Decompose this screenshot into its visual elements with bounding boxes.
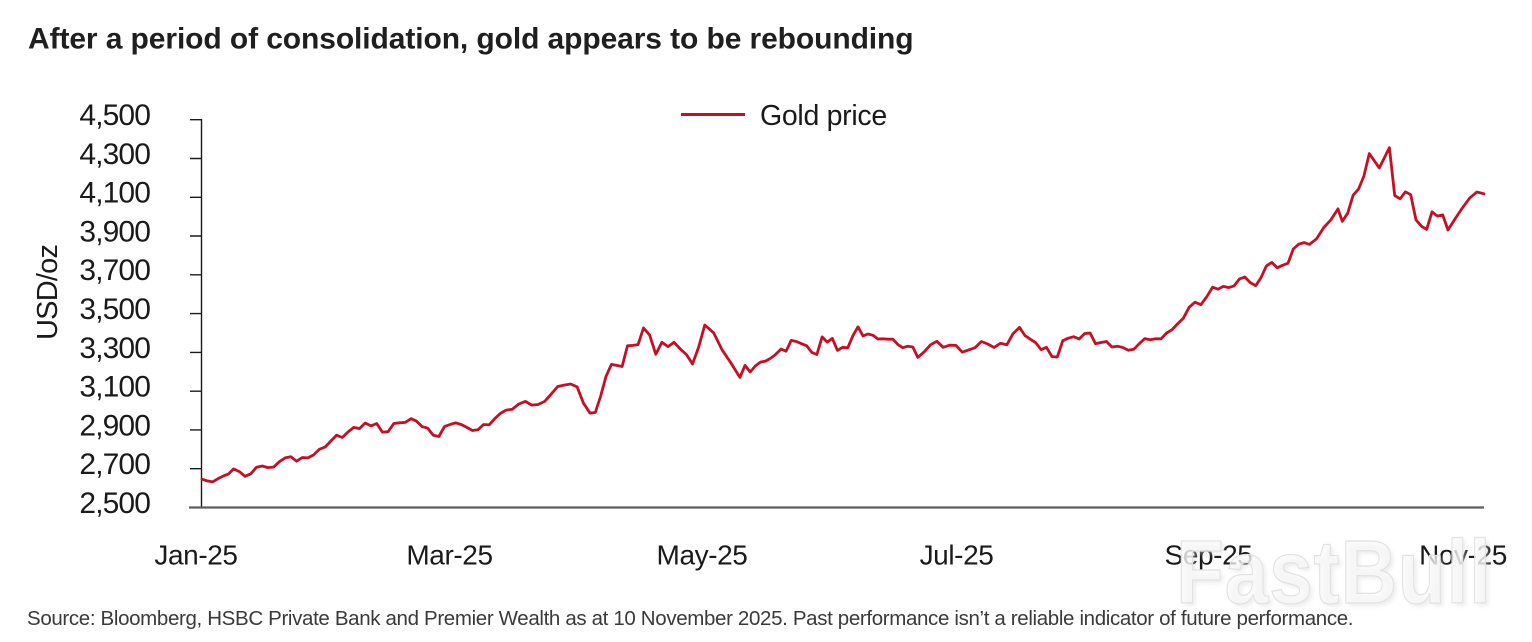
svg-text:FastBull: FastBull xyxy=(1176,522,1492,622)
svg-text:USD/oz: USD/oz xyxy=(32,245,64,340)
svg-text:4,500: 4,500 xyxy=(79,99,150,132)
svg-text:Gold price: Gold price xyxy=(760,100,887,132)
svg-text:2,900: 2,900 xyxy=(79,409,150,442)
svg-text:Sep-25: Sep-25 xyxy=(1165,540,1253,571)
svg-text:Jan-25: Jan-25 xyxy=(154,540,237,571)
svg-text:FastBull: FastBull xyxy=(1179,525,1495,625)
svg-text:May-25: May-25 xyxy=(657,540,748,571)
svg-text:3,500: 3,500 xyxy=(79,293,150,326)
svg-text:4,300: 4,300 xyxy=(79,138,150,171)
svg-text:After a period of consolidatio: After a period of consolidation, gold ap… xyxy=(28,23,914,56)
svg-text:3,100: 3,100 xyxy=(79,371,150,404)
svg-text:Mar-25: Mar-25 xyxy=(406,540,492,571)
svg-text:Jul-25: Jul-25 xyxy=(920,540,994,571)
svg-text:Source: Bloomberg, HSBC Privat: Source: Bloomberg, HSBC Private Bank and… xyxy=(27,607,1353,630)
svg-text:2,700: 2,700 xyxy=(79,448,150,481)
svg-text:3,300: 3,300 xyxy=(79,332,150,365)
svg-text:3,900: 3,900 xyxy=(79,215,150,248)
svg-text:3,700: 3,700 xyxy=(79,254,150,287)
svg-text:4,100: 4,100 xyxy=(79,177,150,210)
svg-text:Nov-25: Nov-25 xyxy=(1419,540,1507,571)
svg-text:2,500: 2,500 xyxy=(79,487,150,520)
